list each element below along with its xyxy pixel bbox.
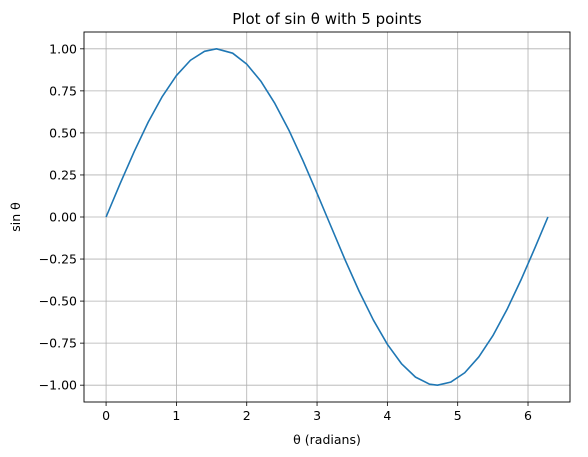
y-tick-label: −0.50	[39, 294, 77, 309]
x-tick-label: 2	[243, 408, 251, 423]
x-tick-label: 1	[172, 408, 180, 423]
y-tick-label: −0.25	[39, 252, 77, 267]
y-tick-label: 0.00	[49, 210, 77, 225]
grid	[84, 32, 570, 402]
series-layer	[105, 48, 549, 386]
y-axis-label: sin θ	[8, 202, 23, 232]
x-tick-label: 4	[383, 408, 391, 423]
y-tick-label: 0.50	[49, 125, 77, 140]
chart-title: Plot of sin θ with 5 points	[232, 10, 422, 28]
y-tick-label: 0.75	[49, 83, 77, 98]
x-tick-label: 0	[102, 408, 110, 423]
x-tick-label: 5	[454, 408, 462, 423]
y-axis-ticks: −1.00 −0.75 −0.50 −0.25 0.00 0.25 0.50 0.75 1.00	[39, 41, 84, 393]
y-tick-label: −1.00	[39, 378, 77, 393]
y-tick-label: −0.75	[39, 336, 77, 351]
x-axis-ticks: 0 1 2 3 4 5 6	[102, 402, 532, 423]
x-axis-label: θ (radians)	[293, 432, 361, 447]
y-tick-label: 0.25	[49, 167, 77, 182]
y-tick-label: 1.00	[49, 41, 77, 56]
x-tick-label: 3	[313, 408, 321, 423]
sine-series-line	[105, 48, 549, 386]
x-tick-label: 6	[524, 408, 532, 423]
